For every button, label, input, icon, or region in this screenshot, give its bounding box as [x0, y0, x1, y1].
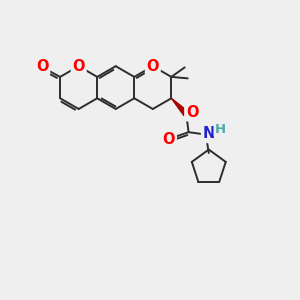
- Text: H: H: [215, 123, 226, 136]
- Text: O: O: [36, 59, 49, 74]
- Text: O: O: [146, 59, 159, 74]
- Text: O: O: [163, 132, 175, 147]
- Text: O: O: [186, 105, 198, 120]
- Polygon shape: [171, 98, 188, 116]
- Text: O: O: [72, 59, 85, 74]
- Text: N: N: [202, 127, 215, 142]
